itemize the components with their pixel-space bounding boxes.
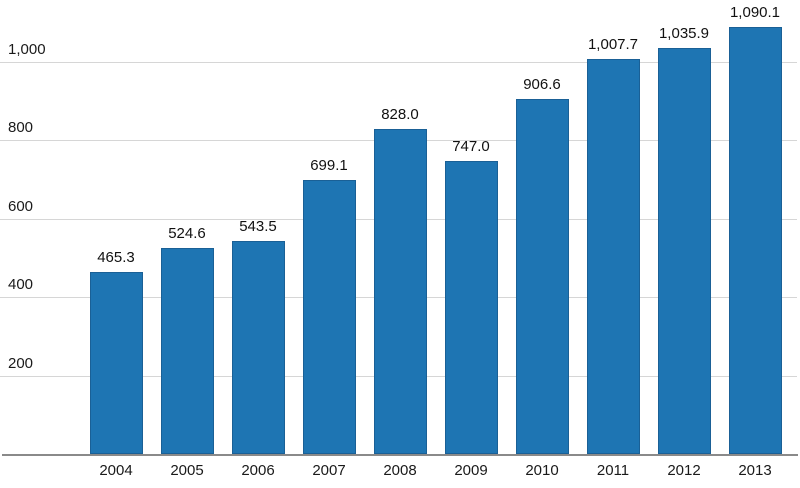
x-tick-label-2012: 2012 [667, 462, 701, 479]
x-tick-label-2008: 2008 [383, 462, 417, 479]
bar-2005 [160, 248, 214, 454]
bar-2013 [728, 26, 782, 454]
bar-2010 [515, 98, 569, 454]
bar-2012 [657, 47, 711, 454]
bar-2006 [231, 240, 285, 454]
x-tick-label-2013: 2013 [738, 462, 772, 479]
x-tick-label-2009: 2009 [454, 462, 488, 479]
x-tick-label-2007: 2007 [312, 462, 346, 479]
x-tick-label-2006: 2006 [241, 462, 275, 479]
value-label-2007: 699.1 [310, 156, 348, 174]
bar-2009 [444, 161, 498, 454]
bar-2007 [302, 179, 356, 454]
bar-2004 [89, 271, 143, 454]
y-tick-label-400: 400 [8, 276, 34, 293]
gridline-1000 [0, 62, 797, 63]
y-tick-label-1000: 1,000 [8, 41, 46, 58]
x-axis-line [2, 454, 798, 456]
bar-2008 [373, 129, 427, 454]
x-tick-label-2010: 2010 [525, 462, 559, 479]
x-tick-label-2004: 2004 [99, 462, 133, 479]
y-tick-label-200: 200 [8, 355, 34, 372]
value-label-2009: 747.0 [452, 138, 490, 156]
x-tick-label-2011: 2011 [596, 462, 630, 479]
x-tick-label-2005: 2005 [170, 462, 204, 479]
value-label-2010: 906.6 [523, 75, 561, 93]
value-label-2006: 543.5 [239, 217, 277, 235]
value-label-2011: 1,007.7 [587, 35, 639, 53]
value-label-2004: 465.3 [97, 248, 135, 266]
y-tick-label-600: 600 [8, 198, 34, 215]
bar-2011 [586, 58, 640, 454]
value-label-2012: 1,035.9 [658, 24, 710, 42]
y-tick-label-800: 800 [8, 119, 34, 136]
value-label-2013: 1,090.1 [729, 3, 781, 21]
value-label-2008: 828.0 [381, 106, 419, 124]
value-label-2005: 524.6 [168, 225, 206, 243]
